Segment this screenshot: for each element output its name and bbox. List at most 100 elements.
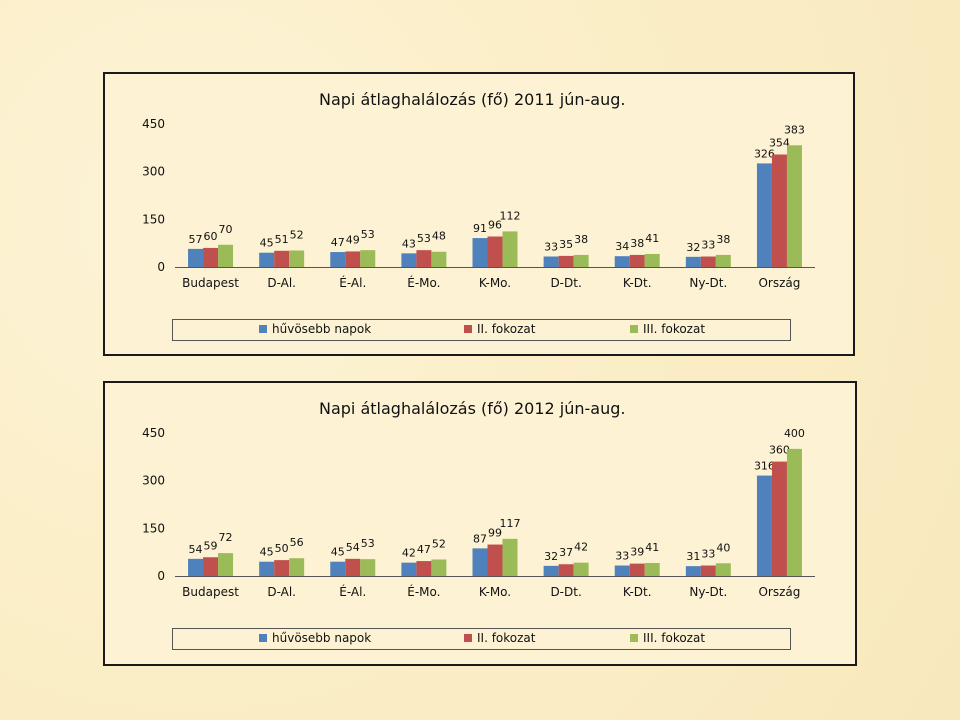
legend-swatch [464,325,472,333]
data-label: 54 [346,541,360,554]
bar [573,254,589,267]
bar [360,250,376,267]
legend-item-series-3: III. fokozat [630,322,705,336]
legend-label: III. fokozat [643,631,706,645]
legend-item-series-1: hűvösebb napok [259,322,371,336]
bar [401,562,417,576]
legend-item-series-1: hűvösebb napok [259,631,371,645]
data-label: 34 [615,240,629,253]
data-label: 41 [645,232,659,245]
bar [644,253,660,267]
legend: hűvösebb napok II. fokozat III. fokozat [172,628,791,650]
bar [218,244,234,267]
data-label: 70 [219,223,233,236]
legend-label: II. fokozat [477,631,536,645]
x-tick-label: Ny-Dt. [689,585,727,599]
data-label: 33 [701,548,715,561]
legend-label: hűvösebb napok [272,631,372,645]
data-label: 60 [204,230,218,243]
data-label: 360 [769,444,790,457]
data-label: 40 [716,541,730,554]
legend-label: hűvösebb napok [272,322,372,336]
data-label: 52 [290,228,304,241]
bar [771,461,787,576]
bar [502,538,518,576]
bar [203,557,219,576]
bar [259,561,275,576]
x-tick-label: D-Dt. [550,585,581,599]
data-label: 316 [754,460,775,473]
y-tick-label: 0 [157,569,165,583]
bar [614,565,630,576]
legend-label: III. fokozat [643,322,706,336]
data-label: 31 [686,550,700,563]
data-label: 45 [260,546,274,559]
data-label: 57 [189,233,203,246]
bar [472,548,488,576]
data-label: 99 [488,527,502,540]
bar [614,256,630,267]
data-label: 33 [544,241,558,254]
bar [330,252,346,267]
data-label: 72 [219,531,233,544]
data-label: 33 [615,550,629,563]
x-tick-label: Budapest [182,585,239,599]
bar [558,564,574,576]
x-tick-label: D-Dt. [550,276,581,290]
data-label: 35 [559,238,573,251]
bar [629,254,645,267]
bar [188,558,204,576]
data-label: 49 [346,233,360,246]
data-label: 42 [402,547,416,560]
legend-item-series-2: II. fokozat [464,631,536,645]
data-label: 47 [417,543,431,556]
data-label: 37 [559,546,573,559]
x-tick-label: Budapest [182,276,239,290]
data-label: 45 [331,546,345,559]
data-label: 117 [500,517,521,530]
y-tick-label: 450 [142,117,165,131]
x-tick-label: K-Dt. [623,276,652,290]
legend-item-series-2: II. fokozat [464,322,536,336]
bar [345,251,361,267]
data-label: 51 [275,233,289,246]
y-tick-label: 450 [142,426,165,440]
data-label: 53 [417,232,431,245]
legend-swatch [630,634,638,642]
data-label: 47 [331,236,345,249]
data-label: 54 [189,543,203,556]
x-tick-label: É-Al. [339,275,366,290]
bar [644,562,660,576]
x-tick-label: É-Mo. [407,275,440,290]
data-label: 56 [290,536,304,549]
y-tick-label: 150 [142,521,165,535]
bar [543,256,559,267]
bar [416,250,432,267]
legend-label: II. fokozat [477,322,536,336]
x-tick-label: K-Dt. [623,585,652,599]
bar [203,247,219,267]
bar [558,255,574,267]
bar [715,254,731,267]
y-tick-label: 300 [142,474,165,488]
data-label: 354 [769,137,790,150]
data-label: 53 [361,537,375,550]
data-label: 87 [473,532,487,545]
bar [502,231,518,267]
legend: hűvösebb napok II. fokozat III. fokozat [172,319,791,341]
y-tick-label: 300 [142,165,165,179]
data-label: 32 [686,241,700,254]
bar [786,145,802,267]
data-label: 33 [701,239,715,252]
bar [274,560,290,576]
data-label: 91 [473,222,487,235]
data-label: 112 [500,209,521,222]
data-label: 96 [488,218,502,231]
x-tick-label: D-Al. [267,585,296,599]
data-label: 383 [784,123,805,136]
x-tick-label: Ny-Dt. [689,276,727,290]
data-label: 326 [754,147,775,160]
chart-2012: 0 150 300 450 54 59 72 Budapest 45 50 56 D-Al. 45 54 5… [103,381,857,666]
bar [771,154,787,267]
bar [685,566,701,576]
